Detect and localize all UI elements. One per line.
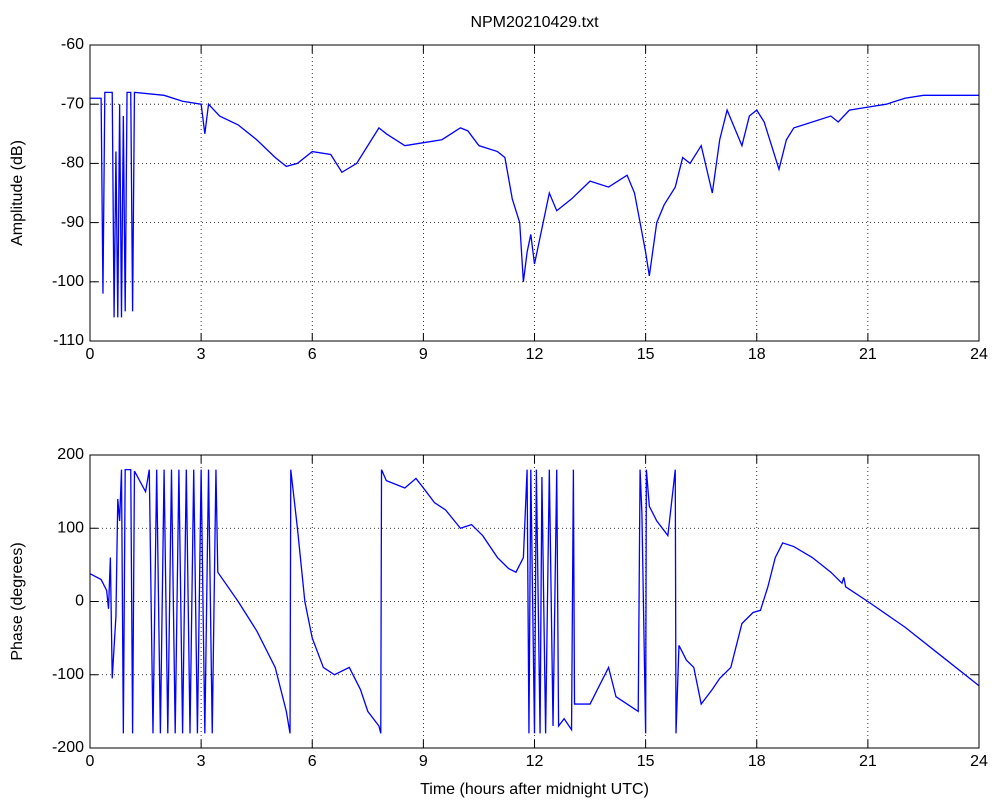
y-tick-label: -200 xyxy=(52,739,84,756)
x-tick-label: 21 xyxy=(859,753,877,770)
y-tick-label: -100 xyxy=(52,666,84,683)
x-tick-label: 6 xyxy=(308,346,317,363)
data-line xyxy=(90,91,979,318)
y-tick-label: 100 xyxy=(57,519,84,536)
y-axis-label: Amplitude (dB) xyxy=(9,140,26,246)
y-tick-label: -100 xyxy=(52,273,84,290)
x-tick-label: 15 xyxy=(637,753,655,770)
y-tick-label: 0 xyxy=(75,593,84,610)
x-tick-label: 15 xyxy=(637,346,655,363)
y-tick-label: -80 xyxy=(61,155,84,172)
x-tick-label: 9 xyxy=(419,346,428,363)
y-tick-label: -90 xyxy=(61,214,84,231)
x-tick-label: 18 xyxy=(748,346,766,363)
x-tick-label: 3 xyxy=(197,346,206,363)
chart-title: NPM20210429.txt xyxy=(470,14,599,31)
y-tick-label: -110 xyxy=(53,332,84,349)
x-tick-label: 0 xyxy=(86,753,95,770)
y-tick-label: -60 xyxy=(61,36,84,53)
x-tick-label: 24 xyxy=(970,753,988,770)
x-tick-label: 0 xyxy=(86,346,95,363)
y-axis-label: Phase (degrees) xyxy=(9,542,26,660)
x-tick-label: 21 xyxy=(859,346,877,363)
y-tick-label: 200 xyxy=(57,446,84,463)
x-tick-label: 12 xyxy=(526,346,544,363)
x-tick-label: 24 xyxy=(970,346,988,363)
y-tick-label: -70 xyxy=(61,95,84,112)
x-tick-label: 12 xyxy=(526,753,544,770)
x-tick-label: 6 xyxy=(308,753,317,770)
axes-box xyxy=(89,454,980,749)
x-tick-label: 3 xyxy=(197,753,206,770)
x-tick-label: 18 xyxy=(748,753,766,770)
axes-box xyxy=(89,44,980,342)
x-tick-label: 9 xyxy=(419,753,428,770)
x-axis-label: Time (hours after midnight UTC) xyxy=(420,781,649,798)
data-line xyxy=(89,469,980,734)
